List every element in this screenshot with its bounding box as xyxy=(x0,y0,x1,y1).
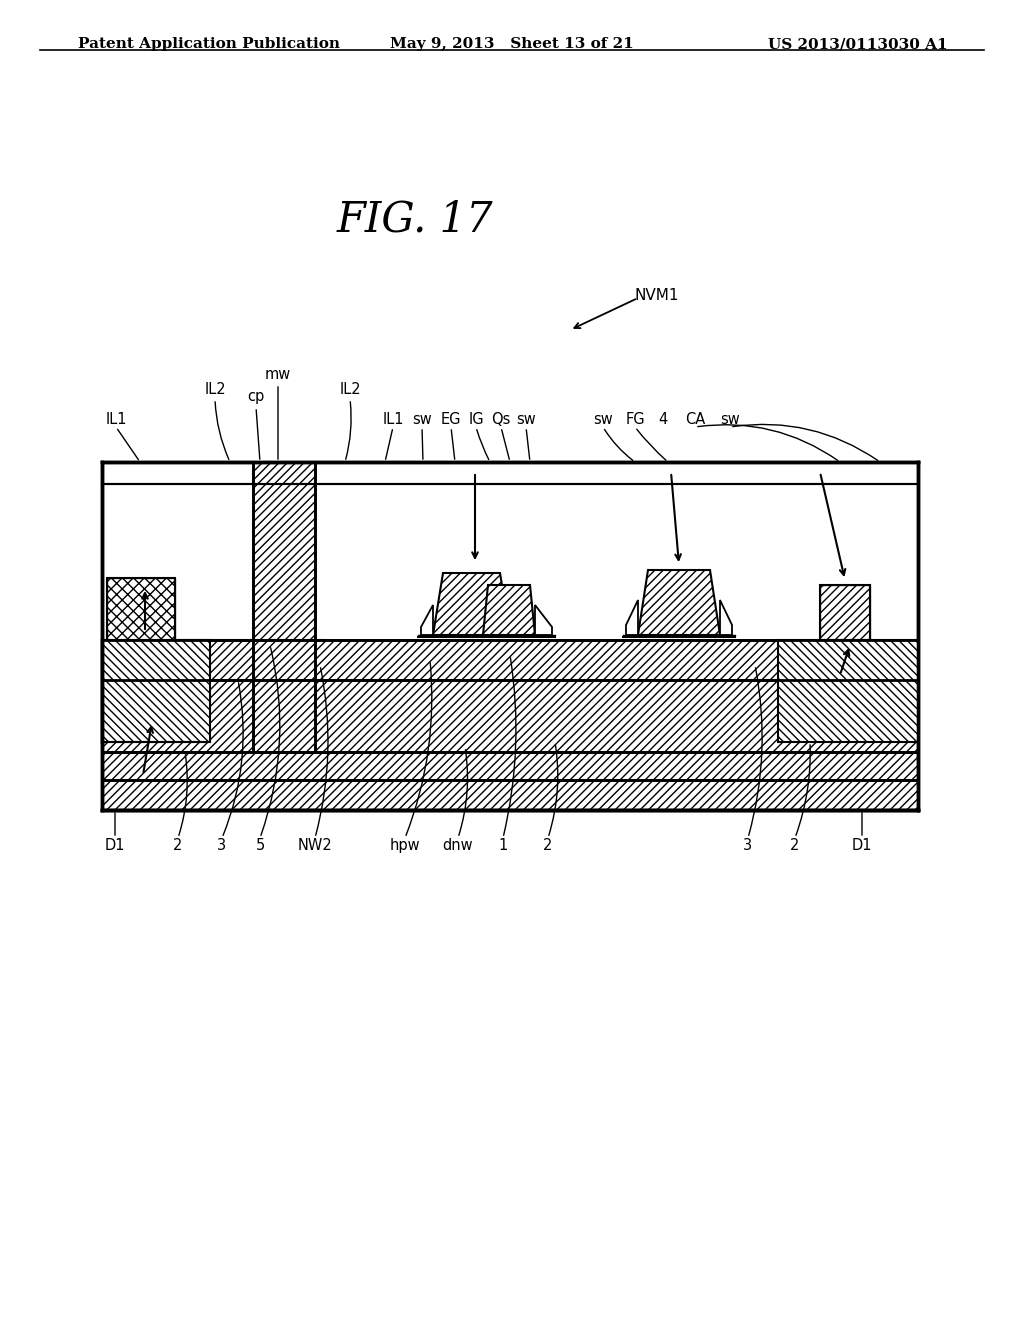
Bar xyxy=(315,640,778,680)
Text: D1: D1 xyxy=(104,838,125,853)
Text: 2: 2 xyxy=(544,838,553,853)
Text: IL2: IL2 xyxy=(339,381,360,397)
Text: hpw: hpw xyxy=(390,838,420,853)
Polygon shape xyxy=(102,640,210,742)
Text: cp: cp xyxy=(248,389,264,404)
Text: 2: 2 xyxy=(791,838,800,853)
Polygon shape xyxy=(638,570,720,635)
Text: Patent Application Publication: Patent Application Publication xyxy=(78,37,340,51)
Text: NW2: NW2 xyxy=(298,838,333,853)
Text: sw: sw xyxy=(516,412,536,426)
Text: sw: sw xyxy=(412,412,432,426)
Bar xyxy=(106,578,175,640)
Text: Qs: Qs xyxy=(492,412,511,426)
Text: IL2: IL2 xyxy=(204,381,226,397)
Bar xyxy=(102,640,918,680)
Bar xyxy=(106,578,175,640)
Text: NVM1: NVM1 xyxy=(635,288,680,302)
Bar xyxy=(177,640,253,680)
Text: sw: sw xyxy=(593,412,613,426)
Bar xyxy=(820,585,870,640)
Text: 4: 4 xyxy=(658,412,668,426)
Bar xyxy=(253,462,315,752)
Text: 1: 1 xyxy=(499,838,508,853)
Text: 3: 3 xyxy=(217,838,226,853)
Text: sw: sw xyxy=(720,412,740,426)
Polygon shape xyxy=(421,605,433,635)
Bar xyxy=(102,780,918,810)
Text: FIG. 17: FIG. 17 xyxy=(337,199,494,242)
Text: IG: IG xyxy=(468,412,483,426)
Polygon shape xyxy=(433,573,510,635)
Text: CA: CA xyxy=(685,412,706,426)
Text: dnw: dnw xyxy=(442,838,473,853)
Text: D1: D1 xyxy=(852,838,872,853)
Text: IL1: IL1 xyxy=(105,412,127,426)
Text: EG: EG xyxy=(440,412,461,426)
Text: FG: FG xyxy=(626,412,645,426)
Text: 3: 3 xyxy=(743,838,753,853)
Text: 2: 2 xyxy=(173,838,182,853)
Bar xyxy=(102,462,918,484)
Bar xyxy=(253,462,315,752)
Text: US 2013/0113030 A1: US 2013/0113030 A1 xyxy=(768,37,948,51)
Polygon shape xyxy=(483,585,535,635)
Bar xyxy=(820,585,870,640)
Text: IL1: IL1 xyxy=(382,412,403,426)
Polygon shape xyxy=(535,605,552,635)
Bar xyxy=(253,462,315,752)
Polygon shape xyxy=(778,640,918,742)
Text: May 9, 2013   Sheet 13 of 21: May 9, 2013 Sheet 13 of 21 xyxy=(390,37,634,51)
Bar xyxy=(102,680,918,752)
Text: 5: 5 xyxy=(255,838,264,853)
Polygon shape xyxy=(720,601,732,635)
Text: mw: mw xyxy=(265,367,291,381)
Polygon shape xyxy=(626,601,638,635)
Bar xyxy=(102,752,918,780)
